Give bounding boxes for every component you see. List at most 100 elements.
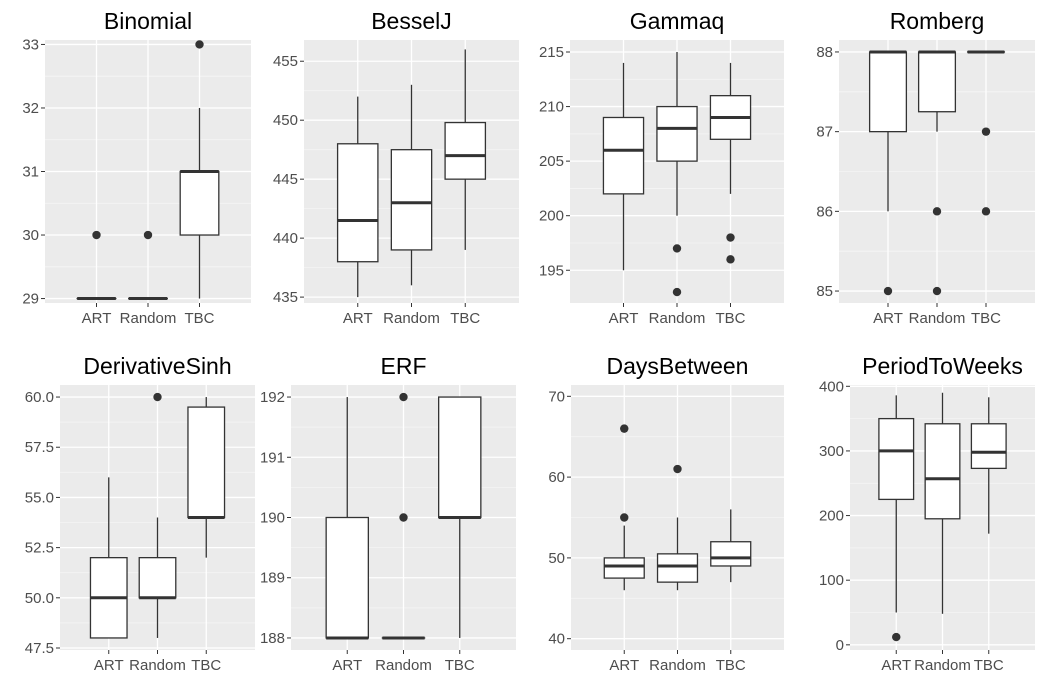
x-tick-label: ART: [343, 310, 373, 327]
outlier-point: [932, 286, 942, 296]
y-tick-label: 440: [273, 230, 298, 247]
x-tick-label: TBC: [716, 310, 746, 327]
box-iqr: [336, 143, 379, 263]
box-iqr: [603, 557, 645, 579]
box-iqr: [868, 51, 908, 133]
box-iqr: [924, 423, 961, 520]
x-tick-label: ART: [82, 310, 112, 327]
panel-title: Gammaq: [630, 8, 725, 34]
box-iqr: [179, 170, 220, 236]
box-random: [656, 52, 698, 297]
box-tbc: [710, 509, 752, 583]
y-tick-label: 215: [539, 44, 564, 61]
y-tick-label: 52.5: [25, 540, 54, 557]
box-random: [390, 84, 433, 286]
x-tick-label: ART: [609, 310, 639, 327]
y-tick-label: 87: [816, 124, 833, 141]
y-tick-label: 210: [539, 99, 564, 116]
box-art: [878, 395, 915, 642]
box-tbc: [444, 49, 487, 250]
y-tick-label: 50: [548, 550, 565, 567]
y-tick-label: 300: [819, 443, 844, 460]
box-iqr: [917, 51, 957, 113]
box-tbc: [179, 40, 220, 299]
y-tick-label: 32: [22, 100, 39, 117]
outlier-point: [673, 464, 682, 474]
box-iqr: [602, 116, 645, 195]
y-tick-label: 40: [548, 631, 565, 648]
x-tick-label: ART: [332, 657, 362, 674]
y-tick-label: 29: [22, 291, 39, 308]
outlier-point: [153, 392, 162, 402]
box-random: [128, 230, 168, 301]
y-tick-label: 31: [22, 164, 39, 181]
y-tick-label: 445: [273, 171, 298, 188]
x-tick-label: ART: [873, 310, 903, 327]
y-tick-label: 0: [836, 637, 844, 654]
x-tick-label: Random: [383, 310, 440, 327]
outlier-point: [92, 230, 101, 240]
y-tick-label: 55.0: [25, 489, 54, 506]
panel-title: PeriodToWeeks: [862, 353, 1023, 379]
y-tick-label: 47.5: [25, 640, 54, 657]
outlier-point: [981, 127, 991, 136]
box-random: [656, 464, 699, 591]
box-iqr: [138, 557, 177, 599]
x-tick-label: TBC: [716, 657, 746, 674]
box-iqr: [710, 541, 752, 567]
panel-derivativesinh: 47.5 50.0 52.5 55.0 57.5 60.0 ART Random TBC Deri…: [25, 353, 255, 674]
y-tick-label: 205: [539, 153, 564, 170]
box-art: [603, 424, 645, 591]
x-tick-label: TBC: [974, 657, 1004, 674]
panel-besselj: 435 440 445 450 455 ART Random TBC BesselJ: [273, 8, 519, 327]
y-tick-label: 189: [260, 570, 285, 587]
panel-title: ERF: [381, 353, 427, 379]
x-tick-label: TBC: [971, 310, 1001, 327]
y-tick-label: 57.5: [25, 439, 54, 456]
y-tick-label: 200: [819, 508, 844, 525]
panel-title: Binomial: [104, 8, 192, 34]
box-art: [89, 477, 128, 639]
x-tick-label: Random: [120, 310, 177, 327]
x-tick-label: ART: [609, 657, 639, 674]
box-art: [868, 50, 908, 296]
y-tick-label: 86: [816, 203, 833, 220]
box-art: [76, 230, 117, 301]
panel-gammaq: 195 200 205 210 215 ART Random TBC Gammaq: [539, 8, 784, 327]
outlier-point: [726, 233, 735, 242]
x-tick-label: Random: [909, 310, 966, 327]
outlier-point: [399, 513, 408, 522]
outlier-point: [883, 286, 893, 296]
box-random: [138, 392, 177, 638]
y-tick-label: 400: [819, 378, 844, 395]
y-tick-label: 88: [816, 44, 833, 61]
panel-daysbetween: 40 50 60 70 ART Random TBC DaysBetween: [548, 353, 784, 674]
outlier-point: [620, 513, 629, 522]
box-iqr: [656, 553, 699, 583]
outlier-point: [195, 40, 204, 49]
box-tbc: [187, 397, 226, 558]
x-tick-label: TBC: [191, 657, 221, 674]
outlier-point: [620, 424, 629, 433]
outlier-point: [143, 230, 153, 240]
panel-romberg: 85 86 87 88 ART Random TBC Romberg: [816, 8, 1035, 327]
box-iqr: [438, 396, 482, 519]
box-tbc: [970, 397, 1007, 534]
y-tick-label: 70: [548, 388, 565, 405]
y-tick-label: 60: [548, 469, 565, 486]
panel-erf: 188 189 190 191 192 ART Random TBC ERF: [260, 353, 516, 674]
box-iqr: [878, 417, 915, 501]
y-tick-label: 455: [273, 53, 298, 70]
box-tbc: [966, 50, 1006, 216]
box-random: [924, 392, 961, 614]
x-tick-label: TBC: [450, 310, 480, 327]
x-tick-label: Random: [649, 310, 706, 327]
y-tick-label: 191: [260, 449, 285, 466]
y-tick-label: 85: [816, 283, 833, 300]
x-tick-label: Random: [914, 657, 971, 674]
panel-title: DerivativeSinh: [83, 353, 231, 379]
box-iqr: [325, 516, 369, 639]
outlier-point: [399, 392, 408, 402]
box-random: [917, 50, 957, 296]
x-tick-label: ART: [881, 657, 911, 674]
